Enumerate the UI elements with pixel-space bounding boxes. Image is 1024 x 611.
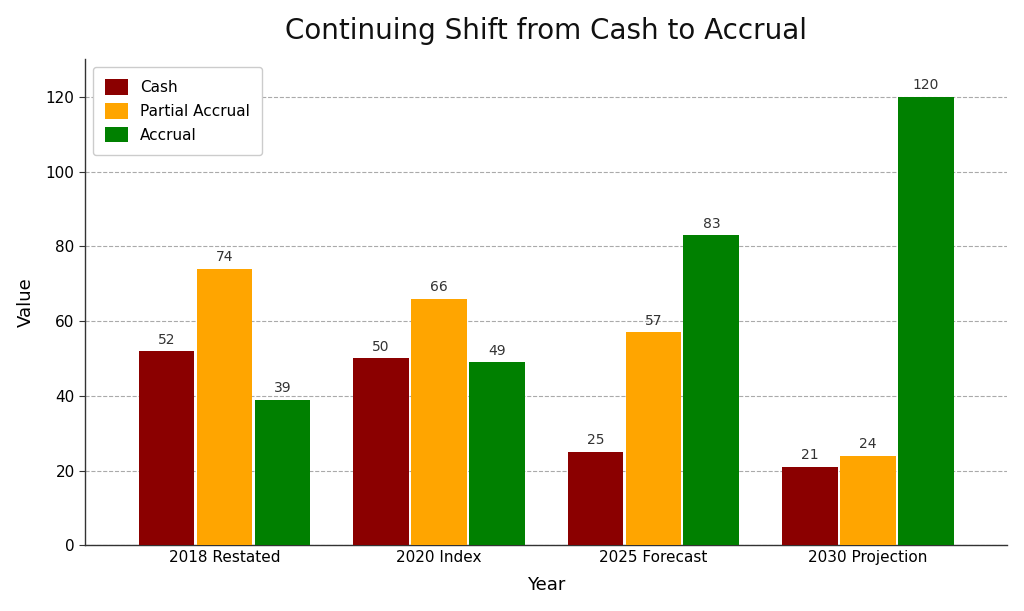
X-axis label: Year: Year: [527, 576, 565, 595]
Text: 57: 57: [645, 314, 663, 328]
Bar: [197, 269, 252, 546]
Bar: [353, 359, 409, 546]
Y-axis label: Value: Value: [16, 277, 35, 327]
Bar: [782, 467, 838, 546]
Text: 50: 50: [373, 340, 390, 354]
Bar: [898, 97, 953, 546]
Text: 49: 49: [488, 344, 506, 358]
Bar: [138, 351, 195, 546]
Text: 120: 120: [912, 78, 939, 92]
Text: 83: 83: [702, 217, 720, 231]
Title: Continuing Shift from Cash to Accrual: Continuing Shift from Cash to Accrual: [286, 16, 807, 45]
Text: 24: 24: [859, 437, 877, 451]
Text: 25: 25: [587, 433, 604, 447]
Bar: [469, 362, 524, 546]
Text: 39: 39: [273, 381, 291, 395]
Bar: [411, 299, 467, 546]
Legend: Cash, Partial Accrual, Accrual: Cash, Partial Accrual, Accrual: [93, 67, 262, 155]
Bar: [683, 235, 739, 546]
Bar: [567, 452, 624, 546]
Text: 74: 74: [216, 251, 233, 265]
Text: 66: 66: [430, 280, 447, 295]
Text: 52: 52: [158, 332, 175, 346]
Bar: [840, 456, 896, 546]
Text: 21: 21: [801, 448, 819, 463]
Bar: [255, 400, 310, 546]
Bar: [626, 332, 681, 546]
